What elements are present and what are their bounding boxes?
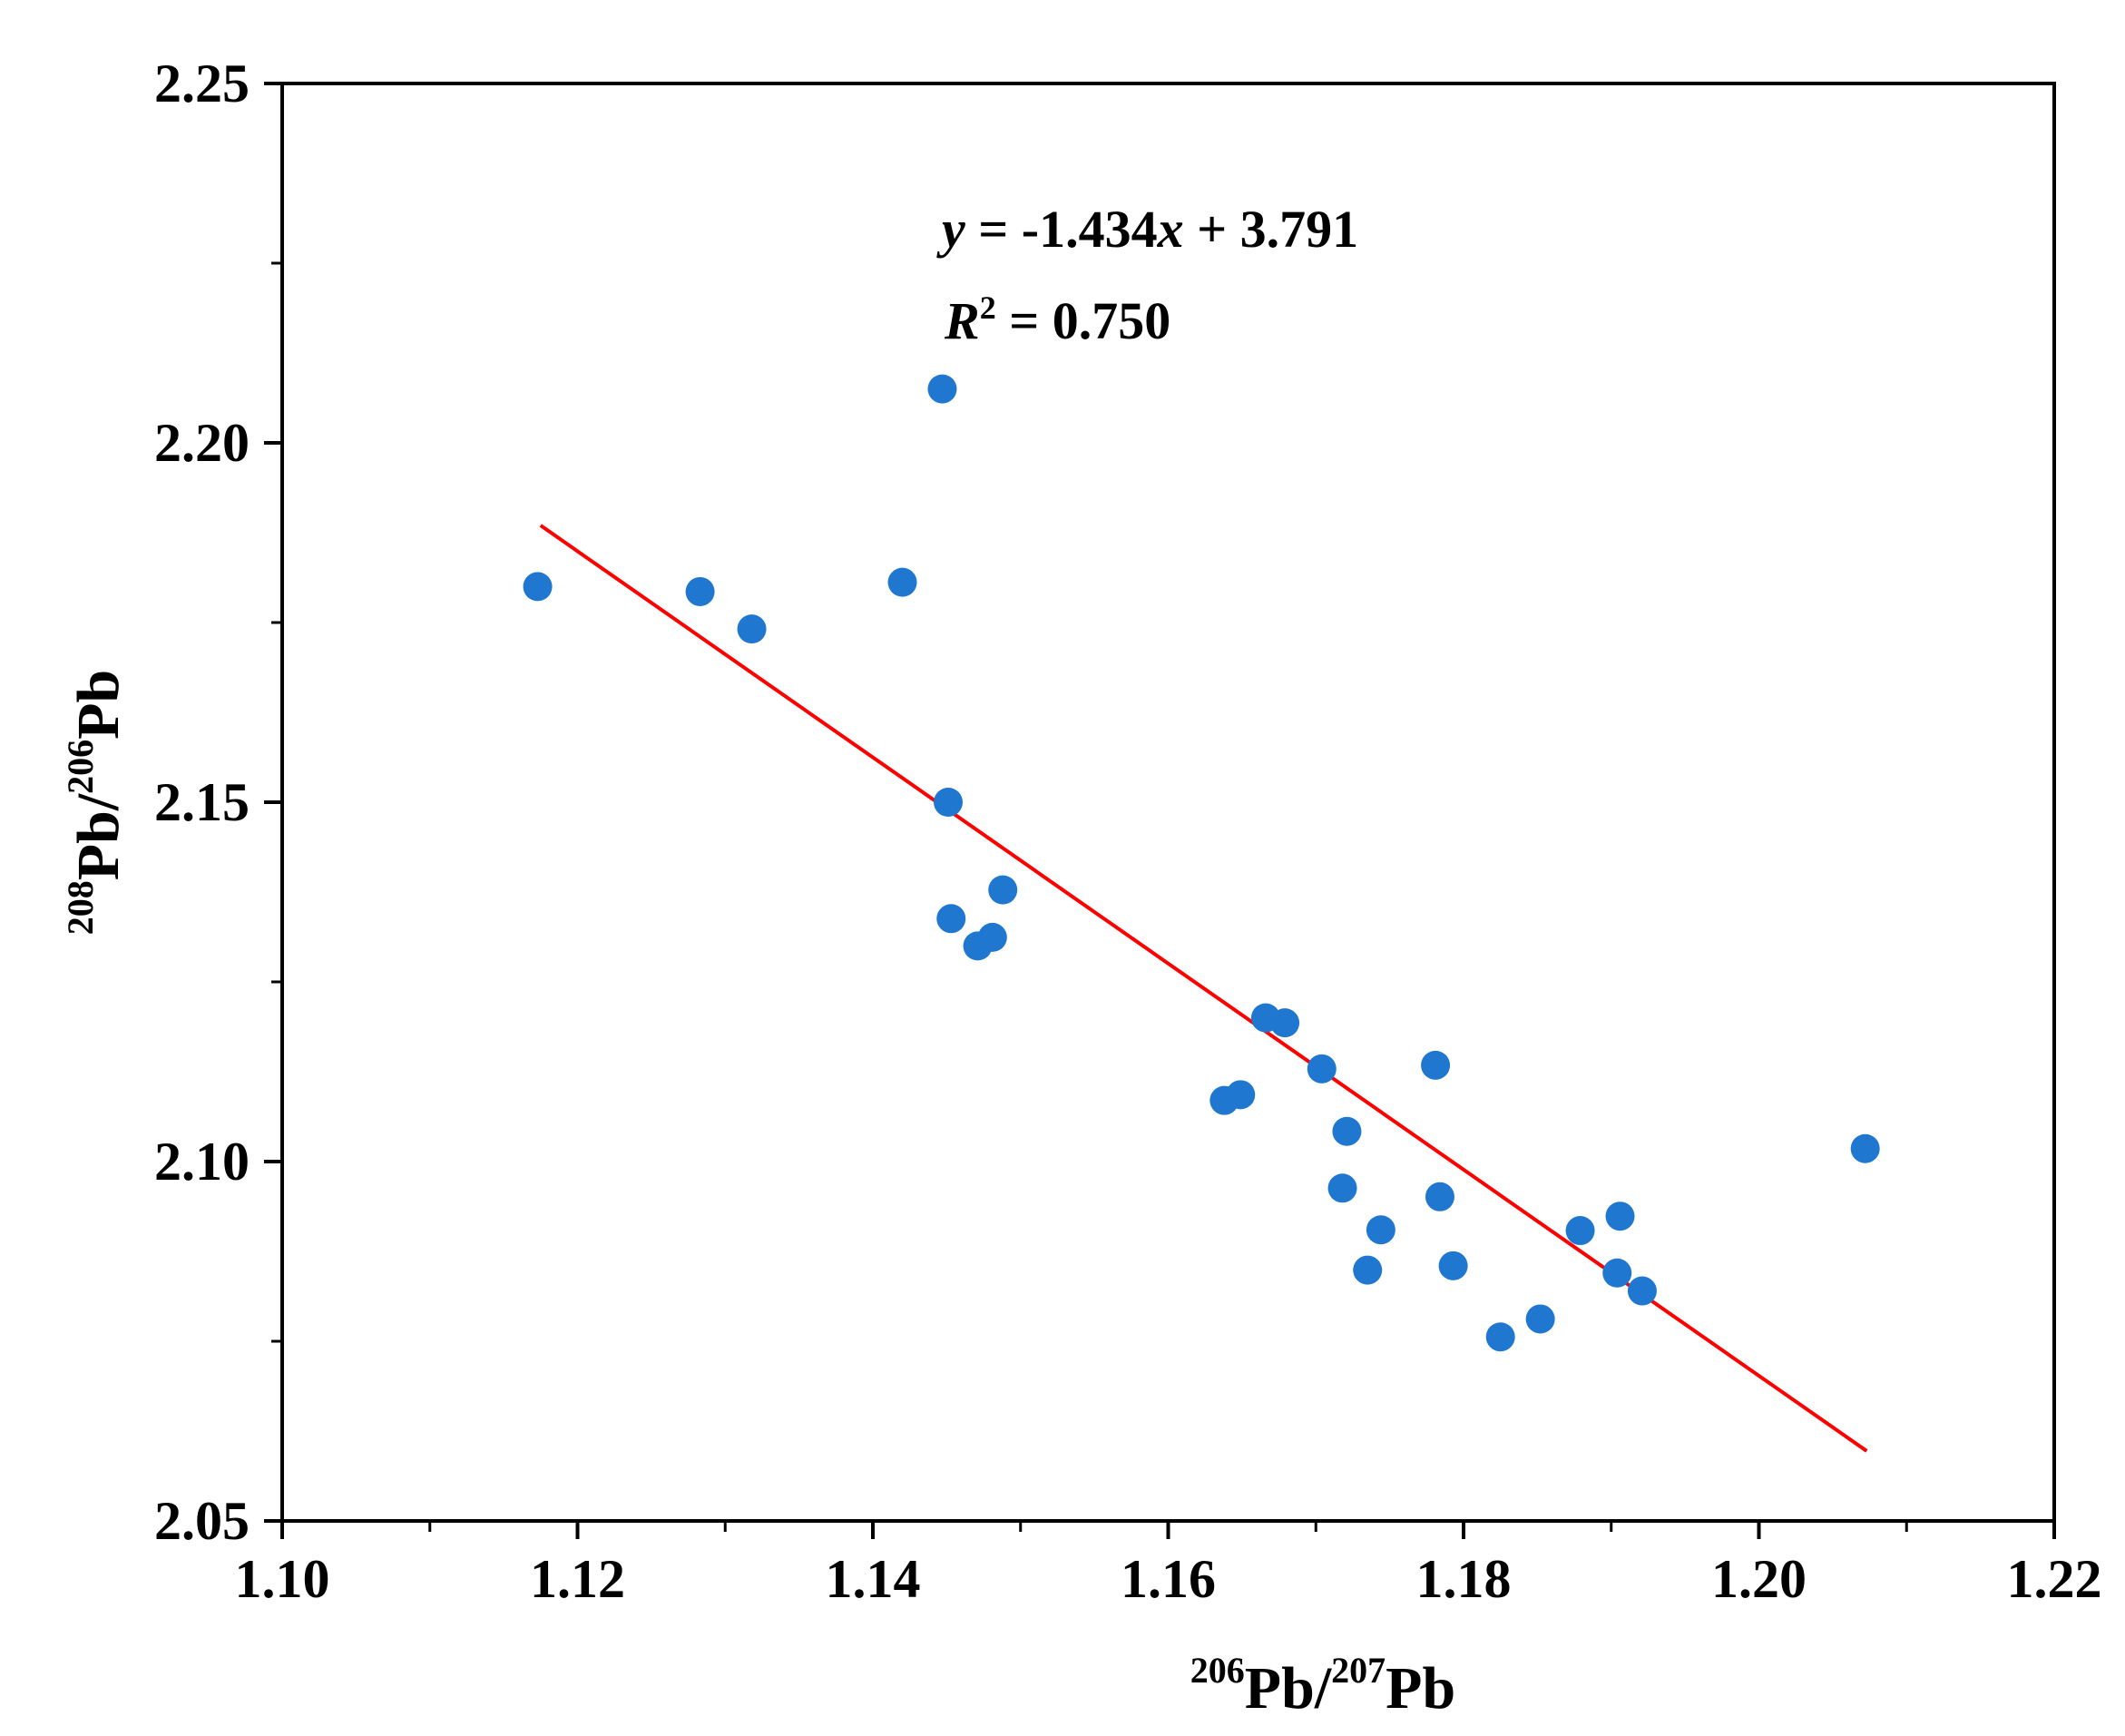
r-squared-exponent: 2 bbox=[980, 289, 996, 326]
x-axis-label: 206Pb/207Pb bbox=[1190, 1650, 1455, 1721]
x-label-element-b: Pb bbox=[1386, 1655, 1455, 1721]
r-squared-r: R bbox=[944, 291, 980, 350]
y-axis-label: 208Pb/206Pb bbox=[60, 670, 132, 935]
data-point bbox=[1850, 1133, 1880, 1163]
data-point bbox=[1270, 1008, 1300, 1038]
x-tick-label: 1.12 bbox=[530, 1549, 625, 1609]
data-point bbox=[936, 904, 966, 934]
data-point bbox=[737, 614, 767, 644]
data-point bbox=[1438, 1251, 1468, 1280]
data-point bbox=[1525, 1304, 1555, 1334]
regression-line bbox=[539, 524, 1868, 1453]
fit-layer bbox=[539, 524, 1868, 1453]
x-label-isotope-a: 206 bbox=[1190, 1650, 1245, 1691]
data-point bbox=[1353, 1255, 1383, 1285]
x-tick-label: 1.14 bbox=[826, 1549, 921, 1609]
x-tick-label: 1.10 bbox=[235, 1549, 330, 1609]
axis-ticks: 1.10 1.12 1.14 1.16 1.18 1.20 1.22 2.05 2.10 2.15… bbox=[154, 54, 2102, 1609]
data-point bbox=[1605, 1201, 1635, 1231]
y-tick-label: 2.25 bbox=[154, 54, 250, 113]
data-point bbox=[1627, 1276, 1657, 1306]
y-tick-label: 2.05 bbox=[154, 1491, 250, 1551]
data-point bbox=[977, 922, 1007, 952]
fit-equation-slope: = -1.434 bbox=[965, 200, 1158, 259]
y-label-isotope-a: 208 bbox=[60, 880, 101, 935]
y-label-isotope-b: 206 bbox=[60, 740, 101, 794]
data-point bbox=[1421, 1050, 1451, 1080]
data-point bbox=[934, 788, 964, 817]
r-squared-value: = 0.750 bbox=[996, 291, 1171, 350]
fit-r-squared: R2 = 0.750 bbox=[944, 289, 1170, 350]
y-tick-label: 2.20 bbox=[154, 413, 250, 473]
data-point bbox=[1366, 1215, 1395, 1245]
y-tick-label: 2.10 bbox=[154, 1132, 250, 1192]
data-point bbox=[1332, 1116, 1362, 1146]
x-tick-label: 1.16 bbox=[1121, 1549, 1216, 1609]
data-point bbox=[1485, 1322, 1515, 1352]
fit-equation: y = -1.434x + 3.791 bbox=[936, 200, 1358, 259]
y-label-element-b: Pb bbox=[65, 670, 132, 740]
data-points bbox=[523, 374, 1880, 1352]
y-label-element-a: Pb bbox=[65, 810, 132, 880]
fit-equation-intercept: + 3.791 bbox=[1184, 200, 1359, 259]
fit-equation-x: x bbox=[1157, 200, 1184, 259]
data-point bbox=[887, 567, 917, 597]
data-point bbox=[988, 875, 1018, 905]
x-label-element-a: Pb bbox=[1245, 1655, 1315, 1721]
x-label-separator: / bbox=[1314, 1655, 1333, 1721]
data-point bbox=[1565, 1216, 1595, 1246]
x-tick-label: 1.20 bbox=[1711, 1549, 1807, 1609]
x-label-isotope-b: 207 bbox=[1331, 1650, 1386, 1691]
x-tick-label: 1.18 bbox=[1416, 1549, 1512, 1609]
data-point bbox=[1226, 1080, 1256, 1110]
fit-equation-y: y bbox=[936, 200, 965, 259]
y-tick-label: 2.15 bbox=[154, 772, 250, 832]
data-point bbox=[1307, 1054, 1337, 1084]
data-point bbox=[1425, 1182, 1454, 1211]
x-tick-label: 1.22 bbox=[2007, 1549, 2102, 1609]
data-point bbox=[1327, 1173, 1357, 1203]
plot-frame bbox=[280, 82, 2056, 1523]
data-point bbox=[927, 374, 957, 404]
data-point bbox=[685, 576, 715, 606]
data-point bbox=[523, 572, 553, 602]
data-point bbox=[1602, 1258, 1632, 1288]
y-label-separator: / bbox=[65, 792, 132, 811]
